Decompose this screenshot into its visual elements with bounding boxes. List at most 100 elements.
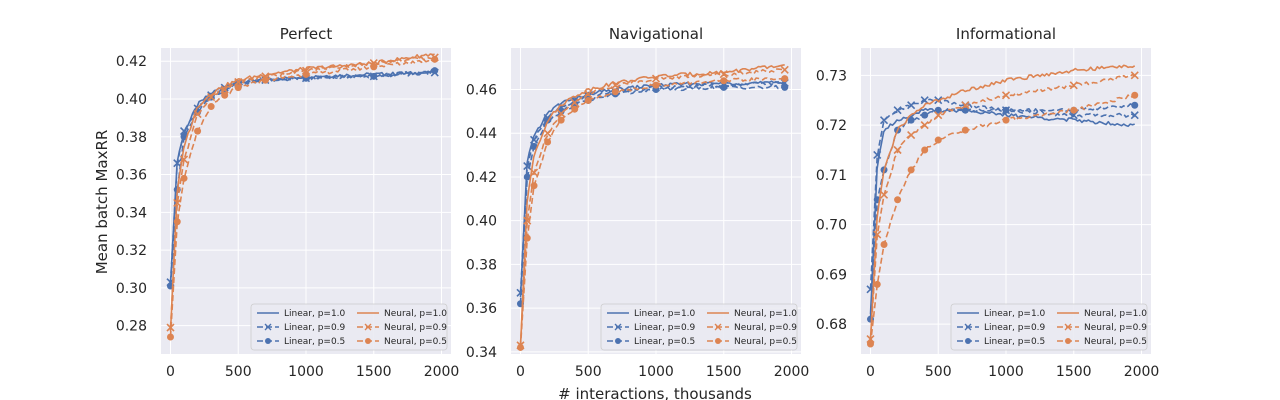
legend-label: Linear, p=1.0 — [984, 309, 1046, 319]
data-point — [234, 84, 242, 92]
series-line — [869, 64, 1136, 340]
x-tick-label: 0 — [166, 364, 175, 380]
y-tick-label: 0.40 — [466, 214, 497, 230]
legend-box — [250, 303, 448, 351]
legend-marker — [1064, 323, 1072, 331]
legend-label: Linear, p=0.5 — [984, 337, 1045, 347]
chart-title: Perfect — [280, 25, 333, 43]
y-tick-label: 0.38 — [466, 257, 497, 273]
x-tick-label: 1000 — [288, 364, 324, 380]
legend-label: Neural, p=1.0 — [1084, 309, 1147, 319]
x-tick-label: 0 — [516, 364, 525, 380]
data-point — [179, 155, 189, 164]
legend: Linear, p=1.0 Linear, p=0.9 Linear, p=0.5 N… — [600, 303, 798, 351]
data-point — [1131, 101, 1139, 109]
x-tick-label: 2000 — [774, 364, 810, 380]
series-line — [169, 58, 435, 338]
data-point — [873, 280, 881, 288]
x-tick-label: 1500 — [1056, 364, 1092, 380]
y-tick-label: 0.34 — [466, 345, 497, 361]
y-tick-label: 0.42 — [466, 170, 497, 186]
data-point — [907, 101, 916, 110]
data-point — [544, 138, 552, 146]
legend-label: Linear, p=0.5 — [284, 337, 345, 347]
data-point — [961, 101, 970, 110]
legend-marker — [615, 338, 621, 344]
legend-label: Linear, p=1.0 — [634, 309, 696, 319]
chart-title: Informational — [956, 25, 1056, 43]
data-point — [907, 131, 916, 140]
series-neural-dot — [866, 91, 1139, 348]
data-point — [1001, 91, 1011, 100]
data-point — [961, 106, 969, 114]
data-point — [234, 77, 243, 87]
data-point — [1131, 91, 1139, 99]
y-tick-label: 0.30 — [116, 281, 147, 297]
y-tick-label: 0.36 — [466, 301, 497, 317]
data-point — [921, 111, 929, 119]
y-tick-label: 0.73 — [816, 68, 847, 84]
data-point — [207, 93, 216, 102]
data-point — [880, 241, 888, 249]
legend-marker — [1065, 338, 1071, 344]
series-line — [169, 53, 435, 332]
data-point — [1130, 111, 1139, 120]
legend-marker — [714, 323, 722, 331]
data-point — [720, 77, 728, 85]
x-tick-label: 0 — [866, 364, 875, 380]
data-point — [570, 98, 579, 107]
data-point — [934, 111, 943, 120]
data-point — [879, 116, 889, 125]
y-tick-label: 0.42 — [116, 54, 147, 70]
y-tick-label: 0.44 — [466, 126, 497, 142]
data-point — [894, 196, 902, 204]
legend-box — [600, 303, 798, 351]
data-point — [431, 67, 439, 75]
chart-title: Navigational — [609, 25, 703, 43]
x-tick-label: 500 — [925, 364, 952, 380]
legend-marker — [265, 338, 271, 344]
legend-marker — [965, 338, 971, 344]
data-point — [557, 109, 566, 118]
y-tick-label: 0.34 — [116, 205, 147, 221]
series-line — [169, 56, 436, 328]
data-point — [221, 91, 229, 99]
legend-label: Linear, p=0.9 — [284, 323, 346, 333]
y-tick-label: 0.38 — [116, 130, 147, 146]
legend: Linear, p=1.0 Linear, p=0.9 Linear, p=0.5 N… — [950, 303, 1148, 351]
x-tick-label: 1500 — [706, 364, 742, 380]
data-point — [1069, 81, 1078, 90]
chart-panel-1: 0 500 1000 1500 2000 0.34 0.36 0.38 0.40 0.42 0.44… — [466, 25, 810, 380]
data-point — [302, 70, 310, 78]
data-point — [530, 142, 538, 150]
data-point — [173, 218, 181, 226]
data-point — [220, 85, 229, 94]
legend-label: Neural, p=0.5 — [384, 337, 447, 347]
y-tick-label: 0.70 — [816, 218, 847, 234]
data-point — [193, 110, 202, 119]
data-point — [780, 65, 789, 74]
series-line — [519, 64, 785, 346]
legend-label: Linear, p=0.9 — [984, 323, 1046, 333]
data-point — [173, 198, 182, 207]
data-point — [571, 105, 579, 113]
y-tick-label: 0.69 — [816, 267, 847, 283]
series-neural-none — [519, 64, 785, 346]
legend-label: Neural, p=0.9 — [384, 323, 447, 333]
shared-x-axis-label: # interactions, thousands — [558, 385, 752, 400]
data-point — [611, 88, 619, 96]
legend-box — [950, 303, 1148, 351]
legend-label: Neural, p=1.0 — [384, 309, 447, 319]
y-tick-label: 0.68 — [816, 317, 847, 333]
legend-label: Linear, p=0.5 — [634, 337, 695, 347]
x-tick-label: 1000 — [638, 364, 674, 380]
data-point — [920, 121, 929, 130]
legend-label: Linear, p=1.0 — [284, 309, 346, 319]
legend-label: Linear, p=0.9 — [634, 323, 696, 333]
data-point — [584, 96, 592, 104]
data-point — [431, 55, 439, 63]
data-point — [907, 166, 915, 174]
y-tick-label: 0.32 — [116, 243, 147, 259]
data-point — [652, 81, 660, 89]
x-tick-label: 1500 — [356, 364, 392, 380]
